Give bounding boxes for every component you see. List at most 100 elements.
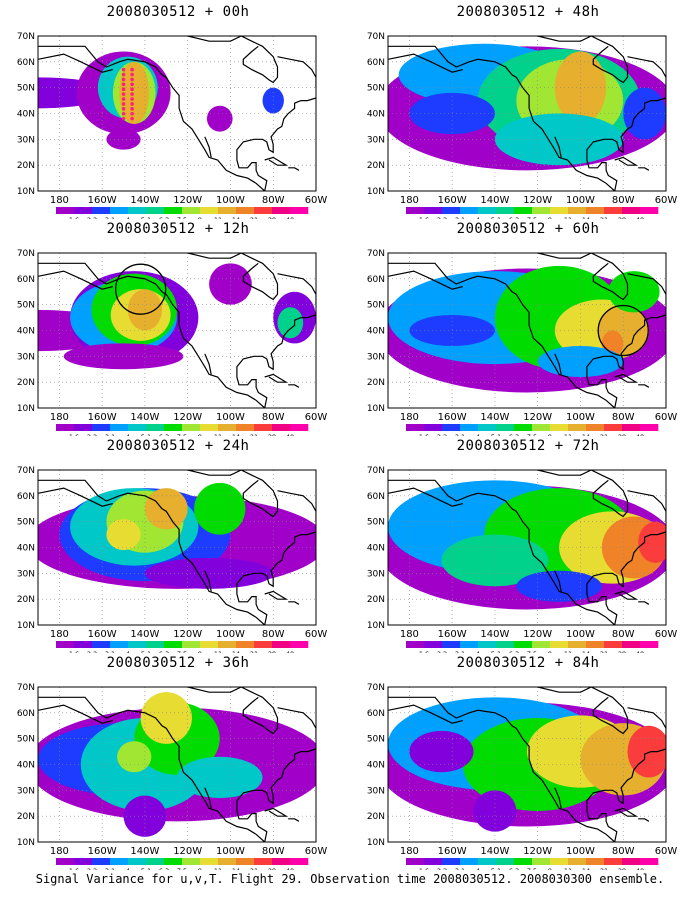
lon-tick-label: 100W bbox=[566, 412, 595, 423]
lat-tick-label: 50N bbox=[367, 84, 385, 94]
colorbar-swatch bbox=[406, 641, 425, 648]
map-plot: 70N 60N 50N 40N 30N 20N 10N 180 160W 140W 120W 100W… bbox=[17, 466, 328, 653]
coastline bbox=[38, 704, 113, 724]
lon-tick-label: 100W bbox=[566, 195, 595, 206]
colorbar-swatch bbox=[496, 207, 515, 214]
coastline bbox=[627, 273, 666, 305]
lat-tick-label: 50N bbox=[17, 301, 35, 311]
observation-point bbox=[121, 92, 126, 96]
lon-tick-label: 80W bbox=[612, 412, 635, 423]
colorbar-swatch bbox=[92, 207, 111, 214]
lat-tick-label: 20N bbox=[17, 161, 35, 171]
colorbar-swatch bbox=[406, 207, 425, 214]
target-circle bbox=[114, 263, 167, 315]
colorbar-swatch bbox=[496, 641, 515, 648]
colorbar-label: 3.1 bbox=[105, 433, 115, 436]
colorbar-label: 29 bbox=[618, 867, 626, 870]
lon-tick-label: 160W bbox=[88, 195, 117, 206]
colorbar-label: 9 bbox=[198, 433, 202, 436]
variance-contour bbox=[409, 730, 474, 773]
colorbar-swatch bbox=[146, 424, 165, 431]
coastline bbox=[554, 353, 562, 375]
colorbar-label: 11 bbox=[214, 216, 222, 219]
colorbar-swatch bbox=[604, 207, 623, 214]
colorbar-label: 5.1 bbox=[141, 867, 151, 870]
lon-tick-label: 80W bbox=[612, 195, 635, 206]
lat-tick-label: 50N bbox=[367, 518, 385, 528]
lon-tick-label: 100W bbox=[216, 846, 245, 857]
colorbar-swatch bbox=[622, 207, 641, 214]
lon-tick-label: 180 bbox=[50, 412, 69, 423]
colorbar-swatch bbox=[568, 858, 587, 865]
colorbar-swatch bbox=[514, 207, 533, 214]
colorbar-label: 11 bbox=[214, 433, 222, 436]
colorbar-swatch bbox=[568, 207, 587, 214]
coastline bbox=[236, 531, 316, 625]
observation-point bbox=[130, 111, 134, 116]
lat-tick-label: 10N bbox=[367, 404, 385, 414]
colorbar-swatch bbox=[568, 641, 587, 648]
lon-tick-label: 140W bbox=[480, 846, 509, 857]
lon-tick-label: 140W bbox=[130, 195, 159, 206]
colorbar-swatch bbox=[200, 641, 219, 648]
colorbar-label: 14 bbox=[232, 433, 240, 436]
colorbar-label: 29 bbox=[618, 650, 626, 653]
observation-point bbox=[121, 111, 126, 116]
colorbar-label: 21 bbox=[600, 216, 608, 219]
colorbar-label: 2.2 bbox=[87, 650, 97, 653]
coastline bbox=[590, 253, 629, 301]
lon-tick-label: 60W bbox=[655, 846, 678, 857]
panel-title: 2008030512 + 12h bbox=[106, 221, 250, 237]
observation-point bbox=[121, 82, 126, 87]
colorbar-label: 21 bbox=[600, 433, 608, 436]
coastline bbox=[537, 36, 592, 42]
variance-contour bbox=[140, 692, 192, 744]
map-plot: 70N 60N 50N 40N 30N 20N 10N 180 160W 140W 120W 100W… bbox=[367, 249, 678, 436]
map-plot: 70N 60N 50N 40N 30N 20N 10N 180 160W 140W 120W 100W… bbox=[17, 683, 328, 870]
colorbar-label: 9 bbox=[548, 650, 552, 653]
lon-tick-label: 160W bbox=[438, 412, 467, 423]
colorbar-swatch bbox=[514, 424, 533, 431]
variance-contour bbox=[119, 61, 150, 124]
observation-point bbox=[130, 107, 134, 111]
map-frame bbox=[37, 252, 317, 409]
forecast-panel: 2008030512 + 48h 70N 60N 50N 40N 30N 20N 10N 180… bbox=[350, 4, 678, 219]
panel-title: 2008030512 + 48h bbox=[456, 4, 600, 20]
lat-tick-label: 20N bbox=[17, 812, 35, 822]
coastline bbox=[288, 167, 300, 171]
colorbar-swatch bbox=[164, 641, 183, 648]
lat-tick-label: 40N bbox=[367, 544, 385, 554]
forecast-panel: 2008030512 + 12h 70N 60N 50N 40N 30N 20N 10N 180… bbox=[0, 221, 328, 436]
panel-title: 2008030512 + 00h bbox=[106, 4, 250, 20]
colorbar-label: 14 bbox=[232, 216, 240, 219]
lat-tick-label: 30N bbox=[17, 786, 35, 796]
lon-tick-label: 60W bbox=[305, 846, 328, 857]
colorbar-label: 4 bbox=[476, 867, 480, 870]
forecast-panel: 2008030512 + 00h 70N 60N 50N 40N 30N 20N 10N 180… bbox=[0, 4, 328, 219]
lon-tick-label: 120W bbox=[523, 195, 552, 206]
colorbar-swatch bbox=[110, 424, 129, 431]
colorbar-swatch bbox=[236, 207, 255, 214]
coastline bbox=[288, 818, 300, 822]
coastline bbox=[236, 748, 316, 842]
lat-tick-label: 10N bbox=[367, 621, 385, 631]
colorbar-label: 2.2 bbox=[87, 216, 97, 219]
coastline bbox=[537, 470, 592, 476]
variance-contour bbox=[63, 343, 184, 370]
coastline bbox=[554, 136, 562, 158]
coastline bbox=[554, 787, 562, 809]
colorbar-swatch bbox=[110, 858, 129, 865]
colorbar-swatch bbox=[74, 641, 93, 648]
colorbar-label: 9 bbox=[548, 867, 552, 870]
lon-tick-label: 160W bbox=[88, 412, 117, 423]
colorbar-label: 5.1 bbox=[141, 433, 151, 436]
lon-tick-label: 160W bbox=[88, 846, 117, 857]
colorbar-swatch bbox=[586, 207, 605, 214]
colorbar-swatch bbox=[182, 641, 201, 648]
lon-tick-label: 180 bbox=[400, 846, 419, 857]
colorbar-swatch bbox=[128, 424, 147, 431]
colorbar-label: 14 bbox=[232, 650, 240, 653]
observation-point bbox=[121, 102, 126, 106]
colorbar-swatch bbox=[92, 424, 111, 431]
forecast-panel: 2008030512 + 36h 70N 60N 50N 40N 30N 20N 10N 180… bbox=[0, 655, 328, 870]
